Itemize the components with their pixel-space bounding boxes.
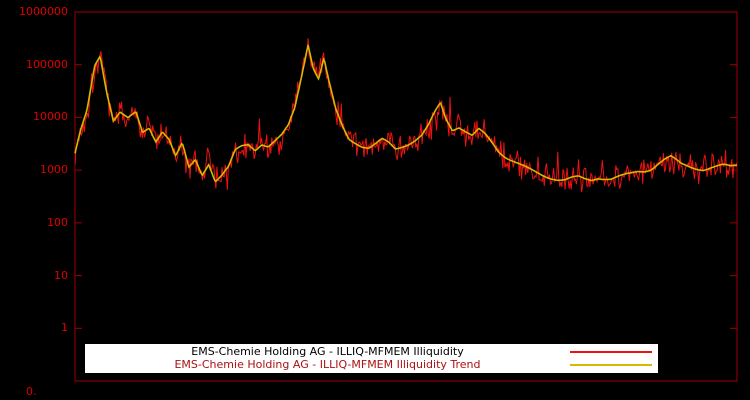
- y-tick-label: 1000000: [19, 5, 68, 18]
- y-tick-label: 1000: [40, 163, 68, 177]
- legend-label-illiquidity: EMS-Chemie Holding AG - ILLIQ-MFMEM Illi…: [191, 345, 464, 358]
- illiquidity-series-line: [74, 38, 738, 193]
- y-axis-corner-label: 0.: [26, 385, 37, 398]
- y-tick-label: 100: [47, 215, 68, 229]
- legend-row-trend: EMS-Chemie Holding AG - ILLIQ-MFMEM Illi…: [91, 358, 652, 371]
- axis-ticks: [75, 11, 737, 329]
- legend-row-illiquidity: EMS-Chemie Holding AG - ILLIQ-MFMEM Illi…: [91, 345, 652, 358]
- legend-box: EMS-Chemie Holding AG - ILLIQ-MFMEM Illi…: [85, 344, 658, 373]
- legend-line-sample-illiquidity: [570, 345, 652, 358]
- illiquidity-trend-line: [74, 44, 738, 183]
- y-tick-label: 10000: [33, 110, 68, 124]
- y-tick-label: 1: [61, 321, 68, 335]
- legend-label-trend: EMS-Chemie Holding AG - ILLIQ-MFMEM Illi…: [174, 358, 481, 371]
- legend-line-sample-trend: [570, 358, 652, 371]
- y-tick-label: 100000: [26, 57, 68, 71]
- y-tick-label: 10: [54, 268, 68, 282]
- plot-frame: [74, 11, 738, 382]
